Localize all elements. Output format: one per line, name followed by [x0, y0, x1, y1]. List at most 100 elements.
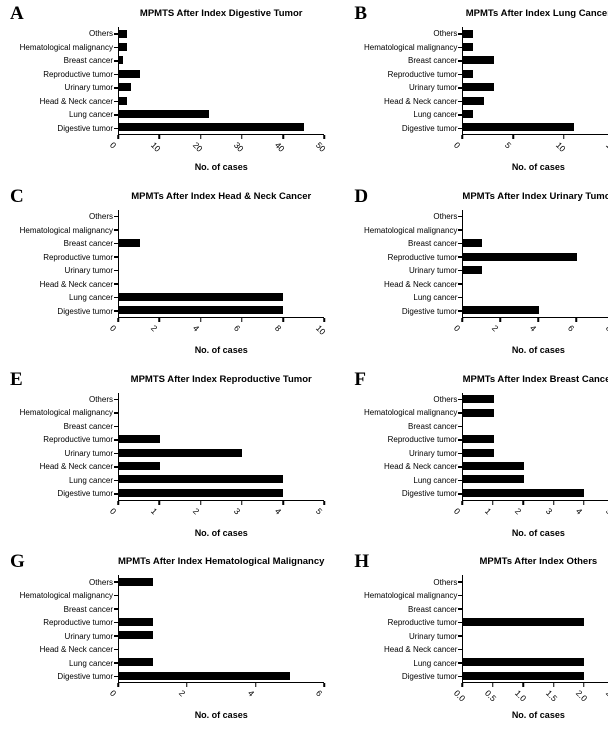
y-axis-category-label: Others — [88, 577, 113, 587]
x-axis-tick — [461, 683, 464, 688]
y-axis-tick — [458, 412, 463, 414]
y-axis-label-row: Urinary tumor — [6, 81, 118, 95]
bar — [463, 123, 575, 132]
x-axis-tick — [522, 683, 524, 688]
y-axis-tick — [114, 73, 118, 75]
y-axis-tick — [458, 242, 463, 245]
y-axis-tick — [114, 594, 118, 597]
y-axis-label-row: Head & Neck cancer — [6, 460, 118, 474]
x-axis-tick-label: 8 — [604, 322, 608, 334]
bar — [463, 56, 494, 65]
chart-panel-C: C MPMTs After Index Head & Neck Cancer Oth… — [2, 185, 346, 368]
bar-row — [119, 393, 324, 406]
y-axis-category-label: Reproductive tumor — [43, 252, 113, 262]
x-axis-label-row: No. of cases — [118, 162, 324, 172]
y-axis-category-label: Digestive tumor — [57, 672, 113, 681]
x-axis-tick-label: 0 — [107, 140, 119, 151]
y-axis-category-label: Hematological malignancy — [364, 591, 458, 600]
y-axis-category-label: Others — [433, 577, 458, 587]
y-axis-tick — [458, 283, 463, 285]
x-axis-label: No. of cases — [511, 710, 565, 721]
y-axis-category-label: Urinary tumor — [64, 448, 113, 458]
chart-title-text: MPMTS After Index Reproductive Tumor — [130, 373, 312, 385]
bar — [119, 488, 284, 497]
panel-letter: D — [354, 185, 369, 207]
y-axis-category-label: Hematological malignancy — [19, 408, 113, 418]
chart-title: MPMTs After Index Head & Neck Cancer — [118, 191, 324, 202]
bar — [463, 435, 494, 444]
y-axis-tick — [458, 46, 463, 48]
plot-area — [462, 392, 608, 501]
y-axis-category-label: Breast cancer — [408, 604, 458, 614]
bar — [119, 306, 284, 315]
plot-row: Others Hematological malignancy Breast can… — [350, 575, 608, 710]
y-axis-label-row: Others — [350, 27, 463, 41]
x-axis-label-row: No. of cases — [118, 710, 324, 720]
bar-row — [463, 94, 608, 107]
y-axis-tick — [114, 675, 118, 678]
y-axis-category-label: Urinary tumor — [64, 83, 113, 93]
y-axis-label-row: Urinary tumor — [350, 629, 463, 643]
x-axis-tick — [499, 317, 502, 322]
y-axis-label-row: Breast cancer — [350, 420, 463, 434]
bar-row — [119, 486, 324, 499]
y-axis-label-row: Head & Neck cancer — [6, 643, 118, 657]
y-axis-tick — [114, 662, 118, 664]
chart-title: MPMTs After Index Breast Cancer — [462, 374, 608, 385]
y-axis-label-row: Breast cancer — [350, 237, 463, 251]
x-axis-tick-label: 2.0 — [573, 688, 590, 704]
plot-area — [462, 575, 608, 684]
y-axis-tick — [114, 621, 118, 624]
bar — [463, 671, 585, 680]
bar-row — [463, 393, 608, 406]
y-axis-label-row: Urinary tumor — [350, 264, 463, 278]
y-axis-tick — [114, 635, 118, 637]
y-axis-label-row: Reproductive tumor — [6, 616, 118, 630]
x-axis-tick-label: 4 — [245, 688, 256, 699]
chart-panel-B: B MPMTs After Index Lung Cancer Others Hema… — [346, 2, 608, 185]
bar-row — [463, 473, 608, 486]
bar — [463, 69, 474, 78]
bar-row — [463, 459, 608, 472]
bar-row — [119, 433, 324, 446]
y-axis-label-row: Breast cancer — [350, 602, 463, 616]
bar-row — [463, 433, 608, 446]
y-axis-labels: Others Hematological malignancy Breast can… — [350, 27, 463, 135]
y-axis-category-label: Reproductive tumor — [43, 618, 113, 627]
y-axis-label-row: Hematological malignancy — [6, 41, 118, 55]
y-axis-tick — [114, 452, 118, 454]
bar-row — [119, 237, 324, 250]
y-axis-tick — [458, 466, 463, 468]
bar-row — [119, 303, 324, 316]
y-axis-category-label: Reproductive tumor — [387, 435, 458, 445]
x-axis-label: No. of cases — [194, 162, 248, 172]
x-axis-tick-label: 6 — [566, 322, 577, 334]
bar-row — [119, 81, 324, 94]
x-axis-label-row: No. of cases — [118, 528, 324, 538]
y-axis-tick — [114, 46, 118, 48]
y-axis-tick — [114, 479, 118, 481]
bar-row — [463, 615, 608, 628]
bar-row — [463, 210, 608, 223]
y-axis-category-label: Others — [433, 29, 458, 39]
x-axis: 0 10 20 30 40 50 — [108, 135, 328, 162]
y-axis-label-row: Head & Neck cancer — [350, 460, 463, 474]
bar — [463, 83, 494, 92]
x-axis-tick — [552, 500, 555, 505]
x-axis: 0 5 10 15 — [452, 135, 608, 162]
y-axis-labels: Others Hematological malignancy Breast can… — [350, 210, 463, 318]
plot-wrap: 0.0 0.5 1.0 1.5 2.0 2.5 — [452, 575, 608, 710]
x-axis-tick — [323, 683, 326, 688]
bar — [119, 123, 304, 132]
y-axis-category-label: Hematological malignancy — [364, 408, 458, 418]
x-axis-tick — [323, 500, 326, 505]
x-axis-tick-label: 1.5 — [543, 688, 559, 704]
y-axis-category-label: Hematological malignancy — [364, 42, 458, 52]
y-axis-tick — [114, 581, 118, 583]
y-axis-category-label: Head & Neck cancer — [384, 279, 458, 289]
bar — [463, 408, 494, 417]
x-axis-tick — [323, 135, 326, 139]
y-axis-tick — [114, 60, 118, 62]
y-axis-label-row: Head & Neck cancer — [6, 277, 118, 291]
x-axis-tick-label: 0 — [452, 322, 463, 334]
